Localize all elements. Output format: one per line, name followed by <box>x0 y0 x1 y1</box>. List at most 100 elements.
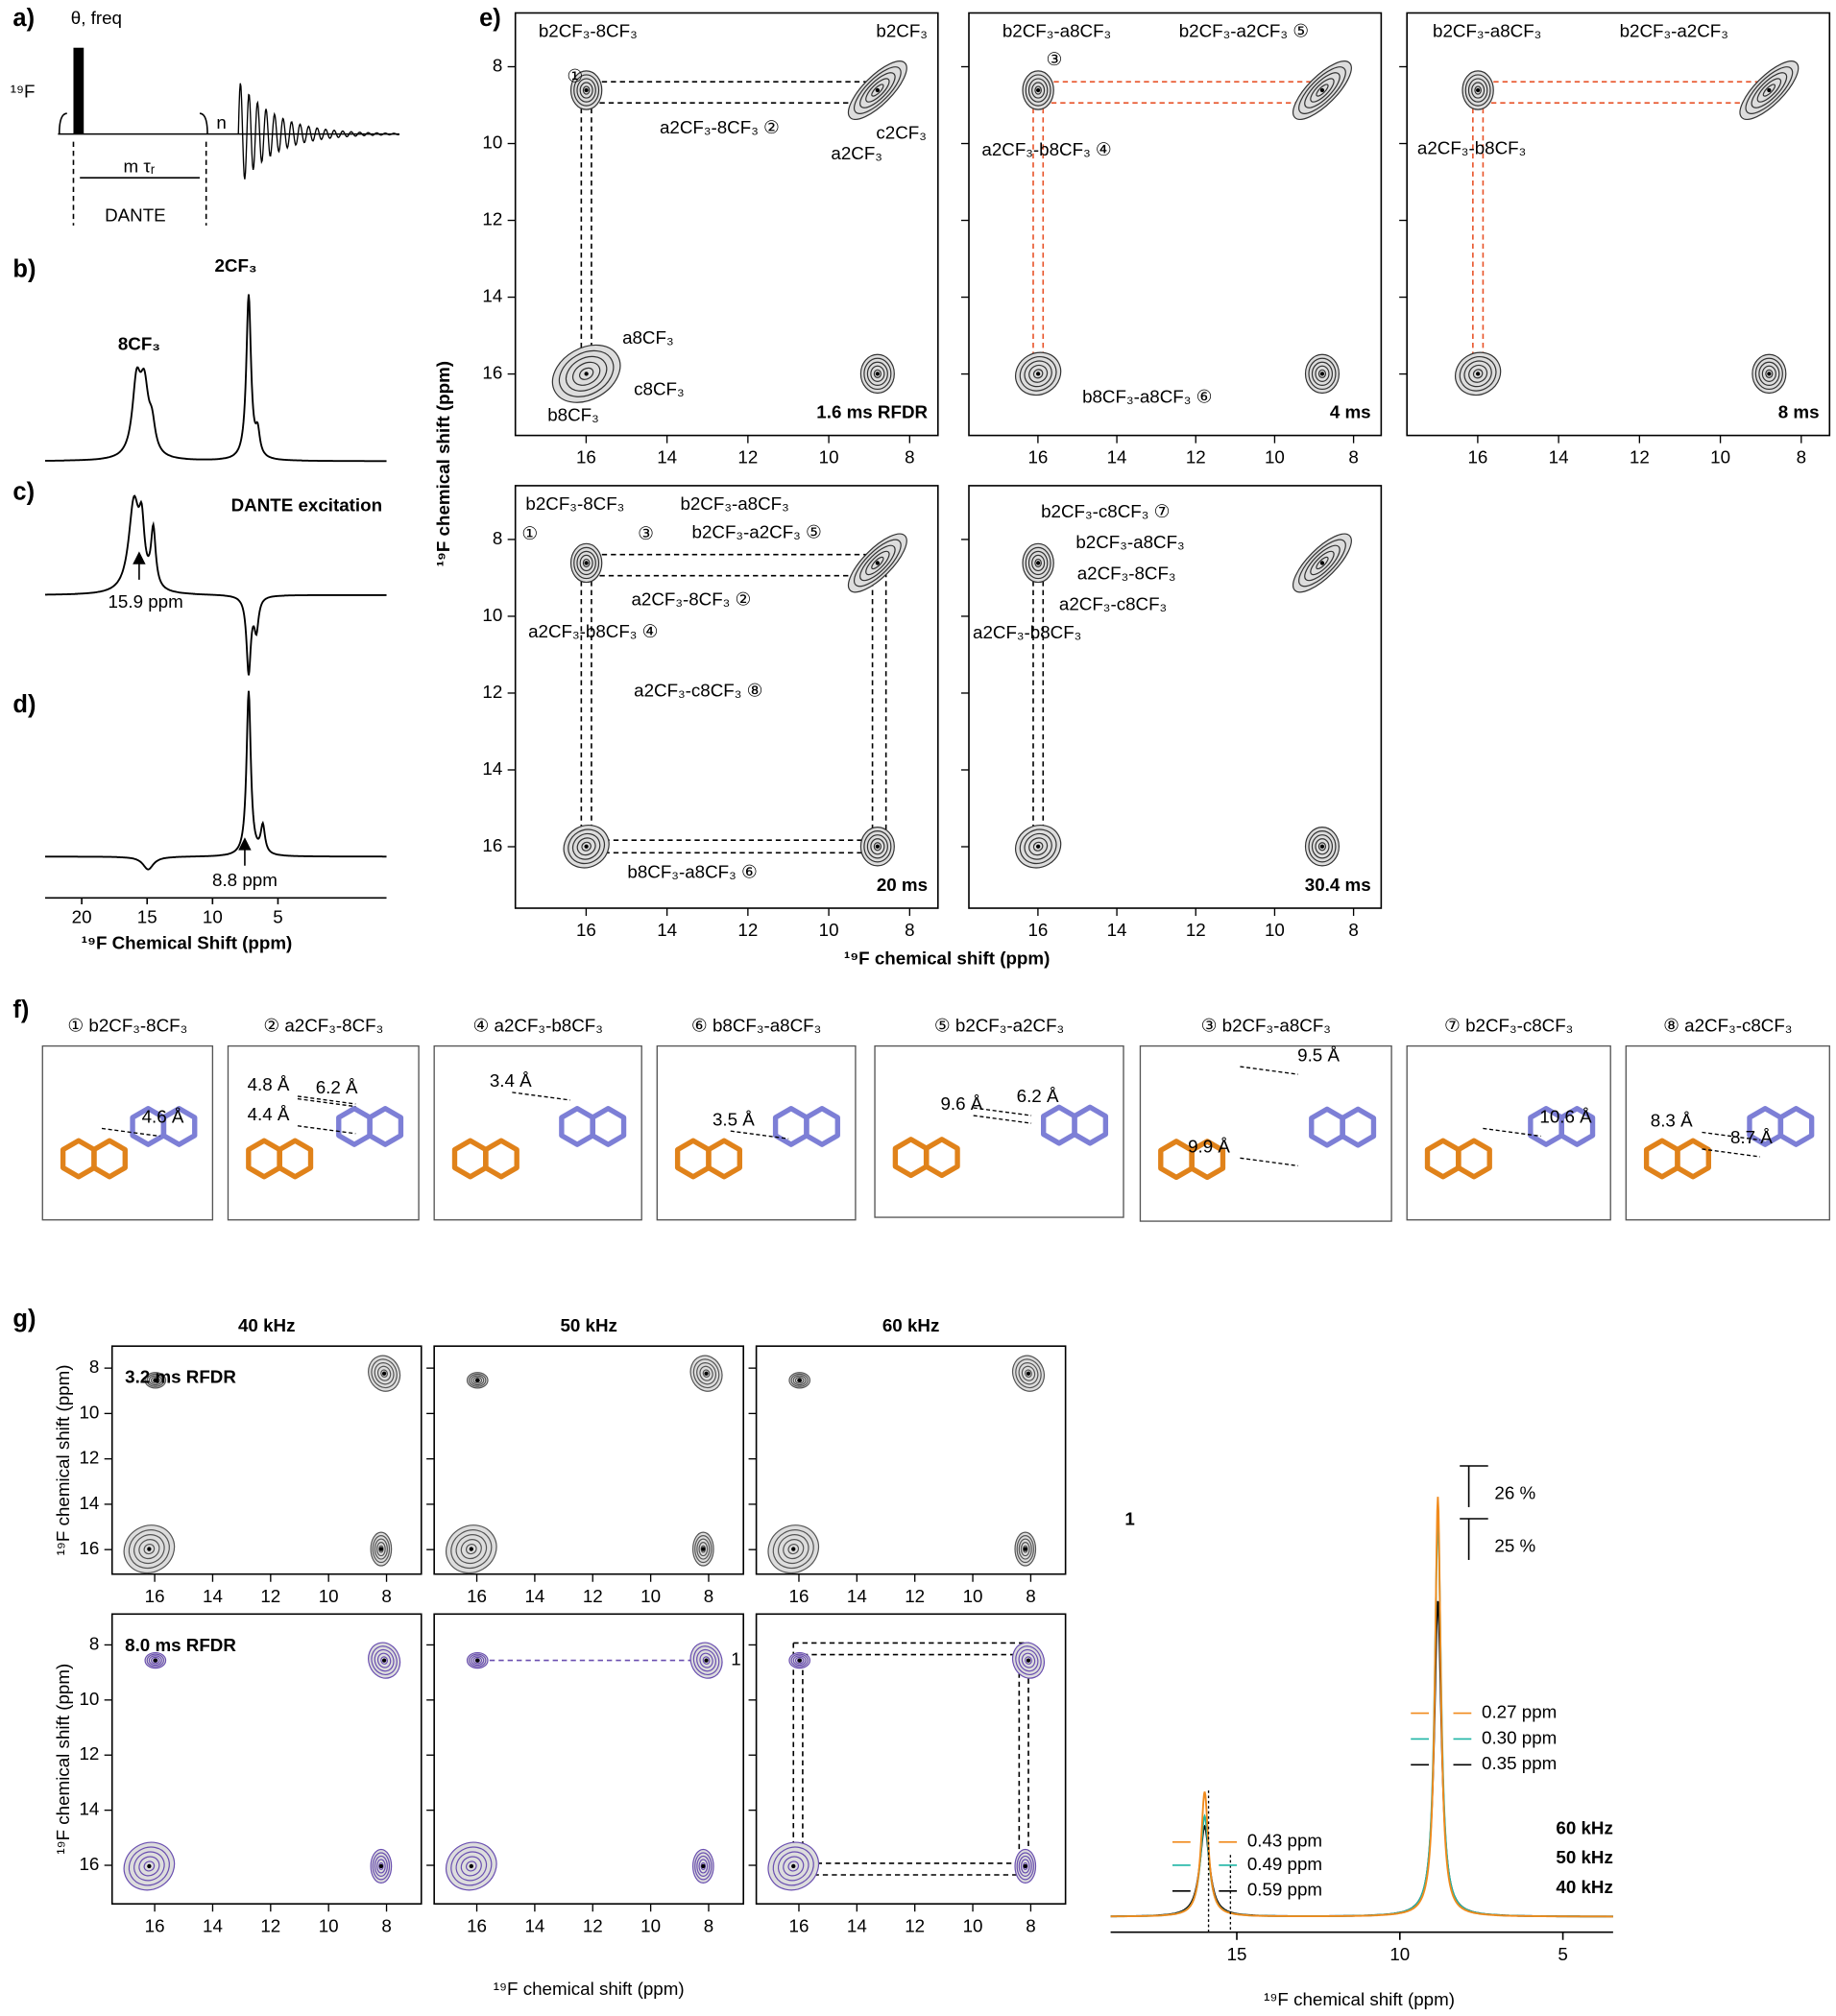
contour-peak <box>374 1648 395 1672</box>
width-label: 0.43 ppm <box>1247 1831 1322 1851</box>
x-tick-label: 16 <box>467 1586 487 1606</box>
peak-annotation: b2CF₃-a8CF₃ <box>1075 532 1184 552</box>
x-axis-label: ¹⁹F chemical shift (ppm) <box>494 1979 685 1999</box>
panel-label: e) <box>479 5 501 32</box>
distance-label: 4.6 Å <box>142 1107 184 1127</box>
contour-peak <box>1018 1648 1039 1672</box>
x-tick-label: 5 <box>1558 1944 1567 1964</box>
distance-line <box>512 1092 570 1101</box>
contour-peak <box>1316 84 1329 97</box>
structure-title: ① b2CF₃-8CF₃ <box>67 1015 187 1035</box>
contour-peak <box>576 837 596 856</box>
contour-peak <box>699 1365 713 1381</box>
x-tick-label: 10 <box>819 920 839 940</box>
panel-label: g) <box>12 1306 36 1332</box>
contour-peak <box>565 355 608 392</box>
x-tick-label: 16 <box>1027 920 1048 940</box>
arrow-head <box>133 551 146 564</box>
contour-peak <box>1025 1369 1032 1379</box>
molecule-ring <box>706 1138 742 1180</box>
peak-annotation: b2CF₃-a2CF₃ ⑤ <box>1179 21 1309 41</box>
peak-label: 8CF₃ <box>118 334 160 354</box>
x-tick-label: 10 <box>319 1915 339 1935</box>
contour-peak <box>578 367 594 380</box>
x-tick-label: 8 <box>905 920 914 940</box>
molecule-ring <box>1777 1105 1815 1147</box>
contour-peak <box>1471 82 1486 99</box>
contour-peak <box>870 365 885 382</box>
x-tick-label: 10 <box>1389 1944 1410 1964</box>
nucleus-label: ¹⁹F <box>11 82 36 102</box>
contour-peak <box>777 1851 809 1882</box>
distance-line <box>297 1095 356 1105</box>
contour-peak <box>696 1538 711 1560</box>
peak-annotation: b8CF₃-a8CF₃ ⑥ <box>627 862 757 882</box>
contour-peak <box>1031 82 1046 99</box>
contour-peak <box>143 1544 156 1555</box>
peak-dot <box>584 372 589 376</box>
contour-peak <box>1304 72 1341 108</box>
structure-title: ⑧ a2CF₃-c8CF₃ <box>1663 1015 1792 1035</box>
contour-peak <box>1317 369 1327 378</box>
distance-label: 9.9 Å <box>1188 1137 1230 1157</box>
panel-label: f) <box>12 996 29 1023</box>
contour-peak <box>472 1377 483 1384</box>
peak-dot <box>875 87 881 93</box>
y-tick-label: 16 <box>482 363 502 383</box>
contour-peak <box>1016 1535 1034 1564</box>
contour-peak <box>150 1656 160 1665</box>
peak-dot <box>469 1547 473 1551</box>
peak-dot <box>1023 1547 1027 1551</box>
peak-dot <box>378 1863 384 1869</box>
x-tick-label: 10 <box>963 1915 983 1935</box>
contour-peak <box>866 361 888 387</box>
molecule-ring <box>277 1138 314 1180</box>
contour-peak <box>1317 842 1327 852</box>
compound-label: 1 <box>1124 1508 1134 1528</box>
contour-peak <box>375 1859 386 1874</box>
distance-label: 10.6 Å <box>1539 1107 1592 1127</box>
contour-peak <box>1758 361 1780 387</box>
contour-peak <box>1021 1652 1036 1668</box>
contour-peak <box>1021 1365 1036 1381</box>
y-tick-label: 8 <box>493 528 502 548</box>
structure-title: ④ a2CF₃-b8CF₃ <box>473 1015 603 1035</box>
contour-peak <box>1018 1855 1032 1878</box>
contour-peak <box>1027 78 1049 103</box>
peak-dot <box>147 1547 152 1551</box>
distance-label: 4.4 Å <box>248 1104 290 1124</box>
peak-annotation: a2CF₃-c8CF₃ <box>1059 594 1167 614</box>
y-tick-label: 12 <box>79 1448 99 1468</box>
peak-label: 1 <box>731 1649 740 1669</box>
peak-annotation: a2CF₃-b8CF₃ <box>973 622 1081 642</box>
block-label: DANTE <box>105 204 166 225</box>
width-label: 0.35 ppm <box>1482 1753 1557 1773</box>
contour-peak <box>696 1362 717 1385</box>
peak-annotation: b2CF₃ <box>876 21 928 41</box>
x-tick-label: 14 <box>657 920 677 940</box>
structure-title: ⑥ b8CF₃-a8CF₃ <box>691 1015 821 1035</box>
contour-peak <box>376 1365 392 1381</box>
contour-peak <box>694 1535 713 1564</box>
contour-peak <box>1020 1859 1030 1874</box>
plot-frame <box>755 1613 1067 1905</box>
distance-label: 3.5 Å <box>713 1109 755 1129</box>
contour-peak <box>873 842 882 852</box>
x-tick-label: 12 <box>737 447 758 468</box>
peak-dot <box>1035 372 1041 376</box>
mixing-time: 4 ms <box>1330 402 1371 422</box>
x-tick-label: 10 <box>203 907 223 927</box>
contour-peak <box>1308 357 1337 391</box>
width-label: 0.59 ppm <box>1247 1880 1322 1900</box>
x-tick-label: 14 <box>1549 447 1569 468</box>
peak-dot <box>875 561 881 565</box>
contour-peak <box>792 1655 807 1667</box>
peak-annotation: b2CF₃-8CF₃ <box>539 21 638 41</box>
plot-frame <box>433 1613 744 1905</box>
marker-label: 15.9 ppm <box>108 591 182 612</box>
width-label: 0.49 ppm <box>1247 1854 1322 1874</box>
x-tick-label: 16 <box>1467 447 1487 468</box>
peak-annotation: a8CF₃ <box>622 327 674 348</box>
contour-peak <box>471 1375 485 1386</box>
